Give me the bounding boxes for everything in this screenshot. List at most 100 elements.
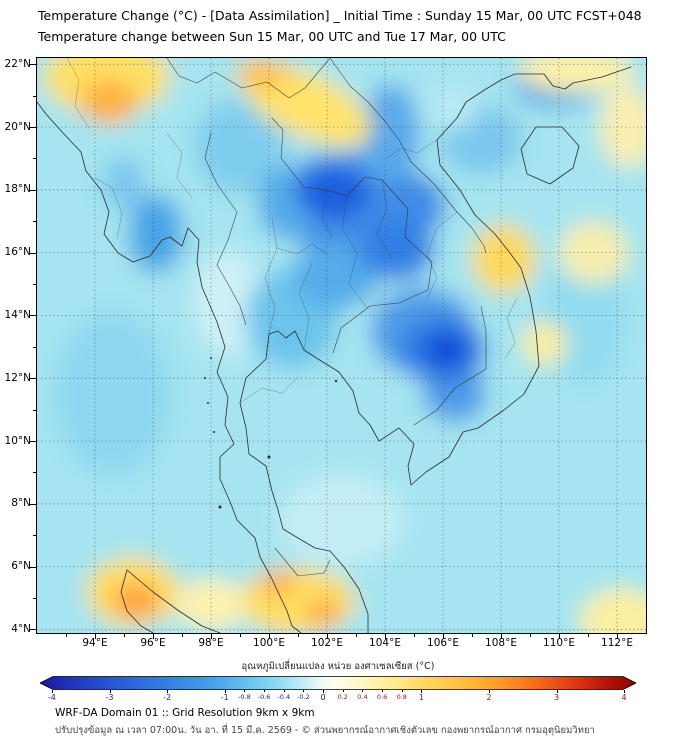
coastlines-borders: [37, 58, 632, 633]
lat-tick-mark: [30, 127, 36, 129]
anomaly-north-streak-blue: [361, 83, 420, 190]
lat-tick-mark: [30, 441, 36, 443]
province-boundaries: [66, 58, 518, 404]
colorbar-tick-label: 0.2: [337, 693, 348, 701]
lat-minor-tick: [33, 284, 36, 286]
anomaly-se-node-blue: [358, 218, 435, 281]
anomaly-right-edge-pale-yellow: [599, 86, 646, 168]
colorbar-tick-label: 3: [553, 693, 560, 702]
colorbar-tick-label: 0.4: [357, 693, 368, 701]
anomaly-cambodia-vietnam-core: [424, 332, 468, 368]
lon-tick-mark: [559, 634, 560, 639]
lon-minor-tick: [588, 634, 589, 637]
hainan-island: [520, 126, 580, 185]
lat-minor-tick: [33, 472, 36, 474]
anomaly-malaysia-yellow: [240, 568, 356, 633]
colorbar-tick-label: -0.2: [297, 693, 310, 701]
lon-minor-tick: [530, 634, 531, 637]
anomaly-andaman-cyan: [54, 312, 171, 476]
coastline-mainland-east: [239, 66, 632, 633]
lon-tick-mark: [211, 634, 212, 639]
lat-tick-label: 4°N: [11, 622, 31, 635]
lon-tick-mark: [327, 634, 328, 639]
anomaly-malaysia-orange-1: [261, 569, 294, 595]
anomaly-malaysia-orange-2: [306, 600, 342, 627]
lat-minor-tick: [33, 95, 36, 97]
colorbar-tick-mark: [244, 690, 246, 692]
border-laos-vietnam: [329, 58, 487, 254]
colorbar-label: อุณหภูมิเปลี่ยนแปลง หน่วย องศาเซลเซียส (…: [241, 661, 435, 672]
lat-tick-mark: [30, 252, 36, 254]
lon-minor-tick: [298, 634, 299, 637]
colorbar-tick-label: 0: [320, 693, 326, 702]
anomaly-mid-blue-extension: [292, 240, 380, 310]
colorbar-tick-mark: [401, 690, 403, 692]
colorbar-tick-label: -4: [47, 693, 56, 702]
lat-tick-mark: [30, 189, 36, 191]
colorbar-tick-label: 0.6: [376, 693, 388, 701]
colorbar-tick-label: 1: [418, 693, 424, 702]
lat-minor-tick: [33, 535, 36, 537]
lat-minor-tick: [33, 409, 36, 411]
lat-minor-tick: [33, 346, 36, 348]
colorbar-tick-mark: [109, 690, 111, 693]
lat-tick-label: 12°N: [4, 371, 31, 384]
lat-tick-label: 8°N: [11, 497, 31, 510]
lat-tick-mark: [30, 503, 36, 505]
lon-minor-tick: [66, 634, 67, 637]
lon-tick-mark: [95, 634, 96, 639]
colorbar-tick-mark: [382, 690, 384, 692]
anomaly-north-thailand-cyan: [193, 98, 287, 194]
map-plot: [36, 57, 647, 634]
colorbar-tick-mark: [488, 690, 490, 693]
colorbar-tick-label: -0.8: [238, 693, 251, 701]
lat-tick-mark: [30, 378, 36, 380]
colorbar-tick-mark: [556, 690, 558, 693]
anomaly-top-left-orange: [80, 79, 139, 124]
lon-tick-label: 100°E: [253, 637, 285, 649]
lon-minor-tick: [472, 634, 473, 637]
lon-tick-mark: [269, 634, 270, 639]
anomaly-central-vietnam-yellow: [472, 224, 536, 294]
chart-title-line1: Temperature Change (°C) - [Data Assimila…: [38, 8, 642, 23]
colorbar-tick-label: 0.8: [396, 693, 407, 701]
lon-tick-label: 96°E: [140, 637, 166, 649]
anomaly-ne-thailand-core: [295, 166, 371, 220]
colorbar-ticks: -4 -3 -2 -1 -0.8 -0.6 -0.4 -0.2 0 0.2 0.4 0.6 0.8 1 2 3…: [40, 690, 636, 704]
border-myanmar-thailand: [204, 132, 247, 326]
anomaly-top-band-orange: [235, 58, 291, 90]
colorbar-tick-mark: [362, 690, 364, 692]
sumatra-coast-west: [120, 569, 154, 633]
grid-lines: [37, 58, 646, 633]
chart-title-line2: Temperature change between Sun 15 Mar, 0…: [38, 29, 506, 44]
lat-tick-label: 22°N: [4, 57, 31, 70]
small-islands: [204, 357, 338, 509]
anomaly-coastal-pale-yellow: [521, 321, 568, 366]
lon-tick-label: 110°E: [543, 637, 575, 649]
lon-tick-label: 108°E: [485, 637, 517, 649]
anomaly-bottom-right-pale-yellow: [579, 588, 646, 633]
colorbar-gradient-bar: [40, 676, 636, 690]
colorbar-tick-mark: [167, 690, 169, 693]
colorbar-tick-mark: [224, 690, 226, 693]
lat-tick-label: 20°N: [4, 120, 31, 133]
lon-tick-mark: [385, 634, 386, 639]
lon-tick-label: 98°E: [198, 637, 224, 649]
coastline-mainland-west: [37, 101, 302, 633]
anomaly-gulf-pale: [277, 472, 406, 567]
colorbar-tick-mark: [421, 690, 423, 693]
colorbar: [40, 676, 636, 690]
colorbar-tick-mark: [51, 690, 53, 693]
colorbar-tick-label: -1: [220, 693, 229, 702]
colorbar-tick-label: -0.4: [277, 693, 291, 701]
anomaly-sumatra-orange: [112, 583, 159, 619]
colorbar-tick-mark: [283, 690, 285, 692]
lon-tick-mark: [617, 634, 618, 639]
lon-tick-label: 112°E: [601, 637, 633, 649]
border-thailand-malaysia: [274, 547, 331, 577]
footer-model-info: WRF-DA Domain 01 :: Grid Resolution 9km …: [55, 707, 315, 719]
lat-minor-tick: [33, 221, 36, 223]
colorbar-tick-mark: [342, 690, 344, 692]
lon-tick-label: 102°E: [311, 637, 343, 649]
